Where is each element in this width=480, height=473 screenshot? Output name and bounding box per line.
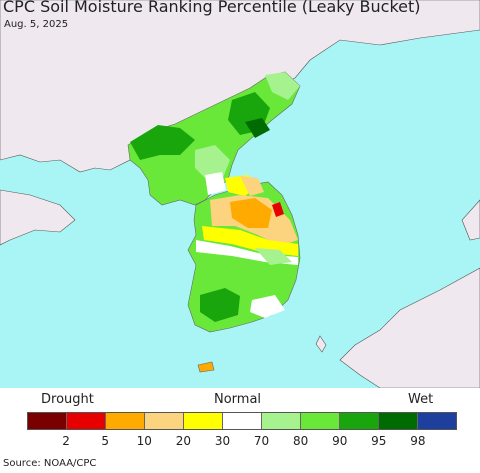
- sk-tan-north: [240, 176, 264, 196]
- legend-swatch: [379, 413, 418, 429]
- soil-moisture-map: [0, 0, 480, 388]
- legend-tick-label: 5: [101, 434, 109, 448]
- legend-tick-label: 95: [371, 434, 387, 448]
- legend-swatch: [340, 413, 379, 429]
- nk-dark-west: [130, 125, 195, 160]
- nk-lightest: [265, 72, 300, 100]
- tsushima: [315, 335, 327, 353]
- legend-tick-label: 80: [292, 434, 309, 448]
- nk-dmz-white: [205, 172, 226, 195]
- legend-drought-label: Drought: [41, 392, 94, 407]
- legend-wet-label: Wet: [408, 392, 434, 407]
- sk-orange: [230, 198, 272, 228]
- sk-white-southeast: [250, 295, 285, 318]
- sk-yellow-band: [202, 226, 298, 256]
- map-title: CPC Soil Moisture Ranking Percentile (Le…: [3, 0, 421, 16]
- legend-swatch: [301, 413, 340, 429]
- legend-tick-label: 20: [175, 434, 191, 448]
- legend-swatch: [262, 413, 301, 429]
- japan: [339, 267, 480, 388]
- legend-swatch: [184, 413, 223, 429]
- legend-normal-label: Normal: [214, 392, 262, 407]
- legend-tick-label: 98: [410, 434, 426, 448]
- nk-darkest: [245, 118, 270, 138]
- nk-light-south: [195, 145, 230, 180]
- sk-red: [272, 202, 284, 217]
- jeju: [197, 361, 215, 373]
- legend-color-bar: [27, 412, 457, 430]
- sk-dark-southwest: [200, 288, 240, 322]
- legend-tick-label: 30: [214, 434, 231, 448]
- legend-swatch: [145, 413, 184, 429]
- source-credit: Source: NOAA/CPC: [3, 458, 97, 469]
- legend-tick-label: 2: [62, 434, 70, 448]
- legend-swatch: [28, 413, 67, 429]
- shandong-peninsula: [0, 189, 76, 246]
- legend-tick-label: 10: [136, 434, 152, 448]
- legend-swatch: [106, 413, 145, 429]
- legend-swatch: [418, 413, 456, 429]
- legend-swatch: [67, 413, 106, 429]
- legend-swatch: [223, 413, 262, 429]
- map-date: Aug. 5, 2025: [4, 19, 69, 30]
- japan-hokkaido: [461, 199, 480, 241]
- legend-tick-label: 90: [332, 434, 348, 448]
- legend-tick-label: 70: [253, 434, 270, 448]
- sk-light-east: [255, 248, 292, 265]
